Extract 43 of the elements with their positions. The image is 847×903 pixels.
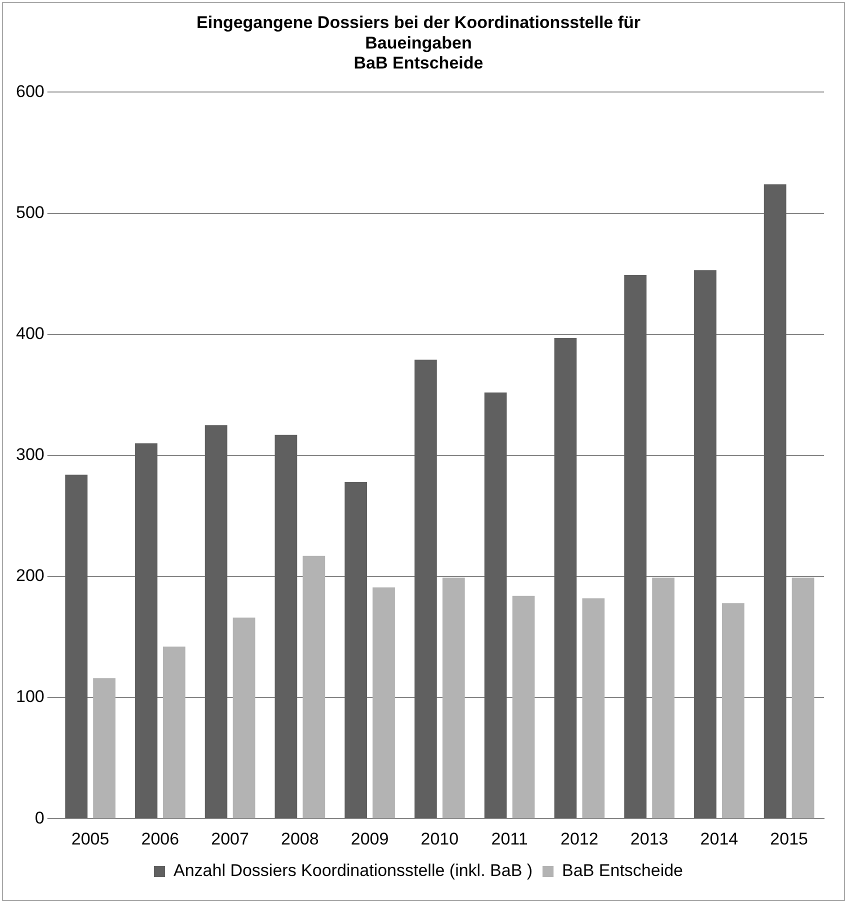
y-tick-label: 500 — [16, 202, 44, 222]
chart-title: Eingegangene Dossiers bei der Koordinationsstelle für Baueingaben BaB Entscheide — [196, 12, 641, 73]
bar — [232, 618, 256, 818]
bar — [722, 603, 744, 818]
bar — [204, 425, 228, 818]
y-tick-label: 0 — [34, 808, 44, 828]
bar — [582, 598, 605, 818]
bar — [442, 578, 465, 818]
bar — [694, 270, 716, 818]
x-tick-label: 2015 — [770, 829, 808, 848]
bar — [792, 578, 814, 818]
bar — [162, 646, 186, 818]
bar — [484, 392, 507, 818]
y-tick-label: 200 — [16, 566, 44, 586]
bar — [65, 474, 88, 818]
x-tick-label: 2009 — [350, 829, 389, 848]
x-tick-label: 2007 — [211, 829, 249, 848]
bar — [414, 360, 437, 818]
x-tick-label: 2014 — [700, 829, 738, 848]
y-tick-label: 300 — [16, 445, 44, 464]
bar — [135, 443, 158, 818]
y-tick-label: 400 — [16, 324, 44, 344]
x-tick-label: 2012 — [560, 829, 598, 848]
x-tick-label: 2013 — [630, 829, 668, 848]
x-tick-label: 2006 — [141, 829, 180, 848]
bar — [274, 434, 298, 818]
bar — [302, 556, 326, 818]
bar — [93, 678, 116, 818]
bar — [344, 482, 368, 818]
x-tick-label: 2011 — [491, 829, 528, 848]
legend-label: BaB Entscheide — [562, 861, 684, 880]
bar — [512, 596, 535, 818]
bar — [764, 184, 786, 818]
bar — [554, 338, 577, 818]
x-tick-label: 2010 — [420, 829, 459, 848]
y-tick-label: 100 — [16, 687, 44, 706]
x-tick-label: 2005 — [71, 829, 110, 848]
bar — [652, 578, 674, 818]
legend-label: Anzahl Dossiers Koordinationsstelle (inkl. BaB ) — [173, 861, 533, 880]
bar — [624, 275, 647, 818]
y-tick-label: 600 — [16, 82, 44, 101]
bar — [372, 587, 395, 818]
x-tick-label: 2008 — [281, 829, 319, 848]
